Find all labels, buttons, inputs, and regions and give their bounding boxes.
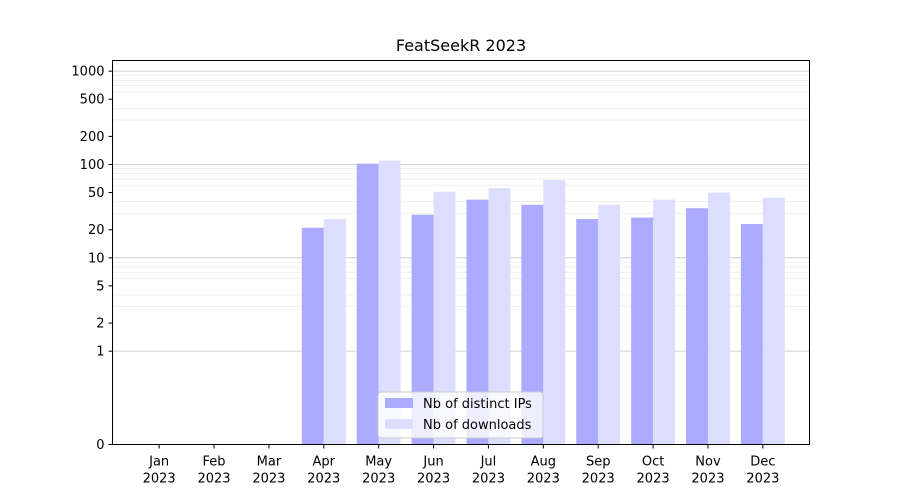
legend-box bbox=[377, 391, 544, 439]
x-tick-label-month: Feb bbox=[203, 455, 226, 470]
bar-downloads bbox=[323, 219, 346, 445]
bar-distinct-ips bbox=[356, 163, 379, 445]
legend-swatch-distinct-ips bbox=[385, 398, 413, 408]
bar-distinct-ips bbox=[411, 214, 434, 445]
bar-distinct-ips bbox=[466, 199, 489, 445]
x-tick-label-year: 2023 bbox=[637, 472, 670, 487]
x-tick-label-month: Dec bbox=[750, 455, 775, 470]
legend-label-distinct-ips: Nb of distinct IPs bbox=[423, 397, 532, 412]
legend: Nb of distinct IPs Nb of downloads bbox=[377, 391, 544, 439]
x-tick-label-year: 2023 bbox=[417, 472, 450, 487]
y-tick-label: 1 bbox=[96, 345, 104, 360]
bar-downloads bbox=[433, 191, 456, 445]
bar-downloads bbox=[488, 187, 511, 445]
x-axis: Jan 2023 Feb 2023 Mar 2023 Apr 2023 May 2023 Jun 20… bbox=[143, 444, 779, 487]
bar-downloads bbox=[653, 199, 676, 445]
x-tick-label-year: 2023 bbox=[527, 472, 560, 487]
bar-distinct-ips bbox=[521, 204, 544, 445]
x-tick-label-month: Aug bbox=[531, 455, 556, 470]
bar-downloads bbox=[707, 192, 730, 445]
legend-swatch-downloads bbox=[385, 419, 413, 429]
y-tick-label: 0 bbox=[96, 438, 104, 453]
x-tick-label-year: 2023 bbox=[252, 472, 285, 487]
y-tick-label: 20 bbox=[88, 223, 105, 238]
x-tick-label-year: 2023 bbox=[472, 472, 505, 487]
x-tick-label-month: Jul bbox=[480, 455, 497, 470]
x-tick-label-month: Mar bbox=[257, 455, 282, 470]
x-tick-label-year: 2023 bbox=[143, 472, 176, 487]
y-tick-label: 50 bbox=[88, 186, 105, 201]
y-tick-label: 1000 bbox=[71, 65, 104, 80]
bar-downloads bbox=[598, 204, 621, 445]
y-tick-label: 2 bbox=[96, 317, 104, 332]
grid-lines bbox=[112, 70, 810, 352]
x-tick-label-month: Apr bbox=[313, 455, 336, 470]
chart-title: FeatSeekR 2023 bbox=[396, 36, 526, 55]
x-tick-label-year: 2023 bbox=[582, 472, 615, 487]
y-axis: 0 1 2 5 10 20 50 100 200 500 1000 bbox=[71, 65, 113, 453]
y-tick-label: 500 bbox=[80, 93, 105, 108]
bars bbox=[301, 160, 785, 445]
x-tick-label-year: 2023 bbox=[746, 472, 779, 487]
bar-distinct-ips bbox=[631, 217, 654, 445]
bar-downloads bbox=[543, 180, 566, 445]
bar-distinct-ips bbox=[576, 219, 599, 445]
bar-distinct-ips bbox=[686, 208, 708, 445]
x-tick-label-year: 2023 bbox=[197, 472, 230, 487]
y-tick-label: 100 bbox=[80, 158, 105, 173]
bar-distinct-ips bbox=[740, 224, 763, 445]
bar-distinct-ips bbox=[301, 227, 324, 445]
x-tick-label-month: May bbox=[365, 455, 392, 470]
y-tick-label: 5 bbox=[96, 279, 104, 294]
x-tick-label-year: 2023 bbox=[691, 472, 724, 487]
x-tick-label-month: Oct bbox=[642, 455, 664, 470]
bar-downloads bbox=[762, 197, 785, 445]
x-tick-label-month: Sep bbox=[586, 455, 611, 470]
x-tick-label-month: Jan bbox=[148, 455, 169, 470]
legend-label-downloads: Nb of downloads bbox=[423, 418, 532, 433]
x-tick-label-month: Jun bbox=[422, 455, 443, 470]
plot-frame bbox=[112, 60, 810, 445]
x-tick-label-month: Nov bbox=[695, 455, 721, 470]
x-tick-label-year: 2023 bbox=[362, 472, 395, 487]
y-tick-label: 10 bbox=[88, 251, 105, 266]
y-tick-label: 200 bbox=[80, 130, 105, 145]
bar-downloads bbox=[378, 160, 401, 445]
x-tick-label-year: 2023 bbox=[307, 472, 340, 487]
